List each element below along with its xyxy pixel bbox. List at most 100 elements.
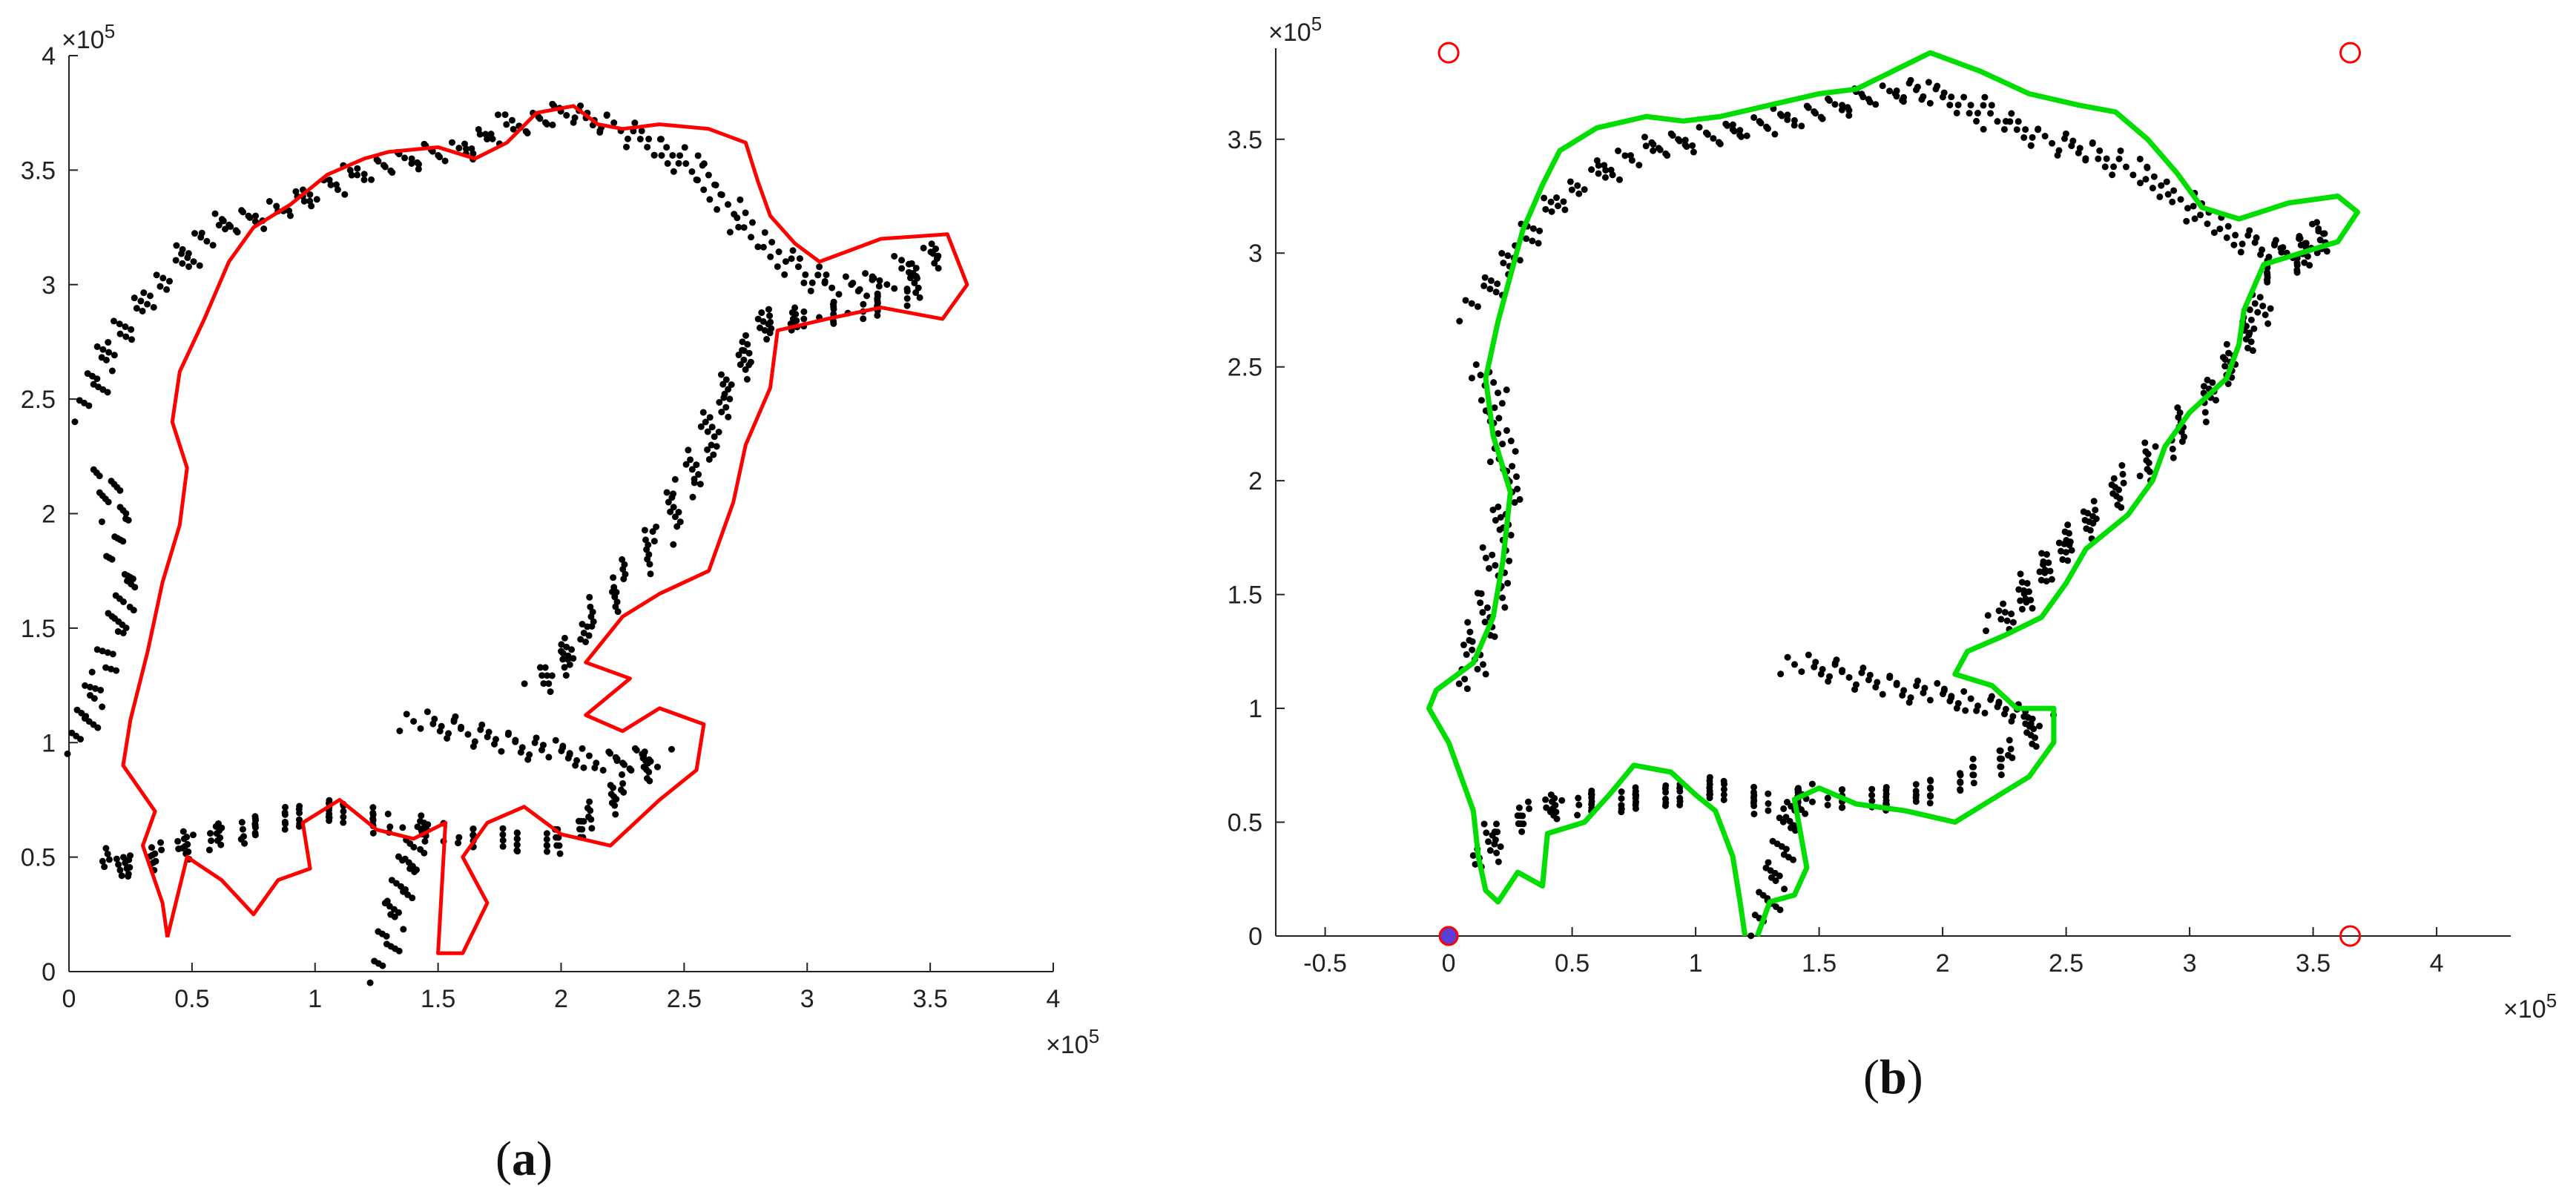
data-point: [1765, 807, 1772, 814]
data-point: [183, 834, 191, 841]
data-point: [2084, 510, 2092, 517]
x-tick-label: 1: [1689, 949, 1703, 978]
x-tick-label: 4: [2430, 949, 2444, 978]
data-point: [916, 294, 923, 301]
data-point: [494, 111, 501, 119]
data-point: [1560, 198, 1567, 205]
data-point: [396, 728, 403, 735]
data-point: [1518, 828, 1526, 835]
data-point: [203, 237, 211, 245]
data-point: [580, 764, 587, 771]
data-point: [410, 843, 418, 851]
x-tick-label: 1.5: [421, 985, 455, 1013]
data-point: [1984, 612, 1992, 619]
data-point: [1824, 794, 1831, 802]
data-point: [2200, 383, 2207, 390]
data-point: [2061, 135, 2068, 142]
data-point: [105, 498, 112, 506]
data-point: [2045, 559, 2052, 567]
data-point: [1957, 786, 1964, 794]
data-point: [564, 656, 572, 663]
data-point: [354, 171, 361, 179]
data-point: [369, 815, 377, 823]
data-point: [1483, 829, 1490, 837]
data-point: [217, 841, 225, 848]
data-point: [1486, 458, 1494, 466]
data-point: [1478, 397, 1485, 404]
data-point: [1771, 131, 1779, 138]
data-point: [2183, 217, 2190, 225]
data-point: [1641, 134, 1648, 141]
y-tick-label: 2.5: [21, 386, 56, 414]
data-point: [85, 402, 93, 409]
data-point: [116, 330, 124, 337]
data-point: [2055, 539, 2063, 547]
point-cluster: [99, 708, 675, 880]
data-point: [766, 329, 774, 337]
data-point: [757, 324, 764, 332]
data-point: [862, 270, 869, 277]
data-point: [96, 472, 103, 480]
data-point: [586, 798, 593, 805]
data-point: [612, 754, 619, 761]
data-point: [1781, 886, 1788, 893]
data-point: [1899, 96, 1906, 104]
data-point: [2251, 239, 2259, 246]
data-point: [1568, 186, 1575, 194]
data-point: [1504, 252, 1512, 260]
data-point: [2054, 151, 2061, 159]
data-point: [863, 292, 871, 300]
data-point: [935, 265, 942, 272]
data-point: [808, 279, 816, 286]
data-point: [1868, 791, 1876, 799]
data-point: [618, 771, 625, 778]
data-point: [1455, 680, 1463, 688]
data-point: [742, 332, 750, 339]
data-point: [326, 177, 333, 184]
data-point: [580, 817, 587, 825]
y-tick-label: 0.5: [21, 844, 56, 872]
data-point: [1953, 705, 1960, 712]
data-point: [1932, 85, 1940, 93]
data-point: [2158, 182, 2165, 189]
x-tick-label: 3.5: [2296, 949, 2330, 978]
data-point: [123, 865, 131, 872]
data-point: [1838, 106, 1845, 113]
data-point: [646, 777, 653, 785]
data-point: [159, 274, 167, 282]
data-point: [735, 352, 742, 359]
data-point: [2041, 569, 2049, 576]
data-point: [2250, 325, 2258, 332]
data-point: [399, 857, 406, 864]
data-point: [387, 167, 395, 174]
x-tick-label: 0: [62, 985, 76, 1013]
data-point: [1997, 771, 2005, 779]
data-point: [1676, 784, 1684, 791]
data-point: [580, 629, 587, 636]
data-point: [105, 339, 112, 346]
data-point: [340, 808, 347, 815]
y-tick-label: 1.5: [21, 615, 56, 643]
data-point: [92, 685, 99, 692]
data-point: [1492, 561, 1499, 569]
data-point: [2017, 570, 2024, 578]
data-point: [1879, 691, 1886, 698]
boundary-line: [1426, 50, 2360, 937]
data-point: [448, 139, 455, 146]
data-point: [700, 186, 708, 194]
data-point: [513, 841, 521, 848]
data-point: [1966, 110, 1973, 117]
data-point: [556, 842, 563, 849]
data-point: [2043, 551, 2050, 558]
data-point: [102, 356, 110, 363]
data-point: [1489, 551, 1496, 558]
data-point: [1953, 109, 1960, 116]
data-point: [1750, 794, 1757, 801]
data-point: [179, 260, 186, 267]
data-point: [1491, 840, 1498, 848]
data-point: [1497, 843, 1504, 851]
data-point: [114, 627, 122, 635]
data-point: [1468, 375, 1475, 382]
data-point: [1662, 795, 1670, 802]
data-point: [1706, 777, 1713, 785]
